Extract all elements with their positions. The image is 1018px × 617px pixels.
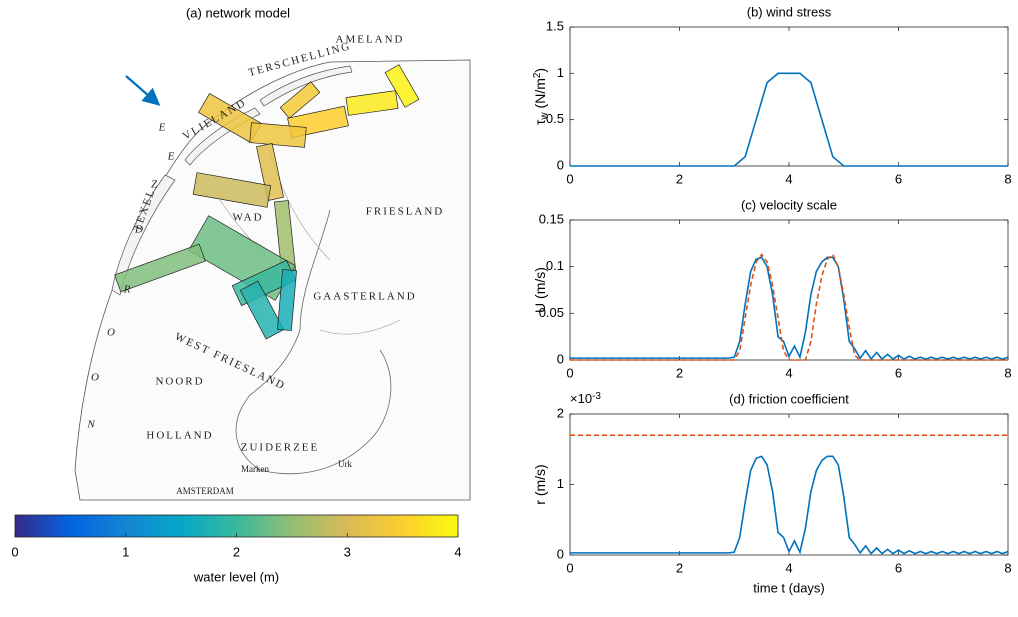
panel-title: (d) friction coefficient — [729, 391, 849, 406]
y-axis-label-part: w — [539, 112, 550, 121]
network-segment — [256, 143, 284, 201]
x-tick-label: 2 — [676, 560, 683, 575]
y-tick-label: 0.05 — [539, 305, 564, 320]
sea-letter: N — [86, 419, 96, 431]
x-tick-label: 8 — [1004, 560, 1011, 575]
y-axis-label-part: ) — [532, 68, 548, 73]
panel-title: (a) network model — [186, 5, 290, 20]
map-label: NOORD — [155, 376, 204, 388]
map-label: FRIESLAND — [366, 206, 445, 218]
colorbar-tick-label: 3 — [344, 544, 351, 559]
network-segment — [279, 81, 321, 119]
wind-arrow — [125, 75, 161, 106]
network-segment — [192, 172, 272, 208]
y-tick-label: 1.5 — [546, 18, 564, 33]
network-segment — [277, 269, 297, 331]
colorbar-label: water level (m) — [193, 569, 279, 584]
x-tick-label: 4 — [785, 365, 792, 380]
x-tick-label: 4 — [785, 171, 792, 186]
y-tick-label: 1 — [557, 65, 564, 80]
x-tick-label: 0 — [566, 560, 573, 575]
axis-exponent-part: ×10 — [570, 391, 592, 406]
x-tick-label: 6 — [895, 560, 902, 575]
panel-title: (c) velocity scale — [741, 197, 837, 212]
panel-title: (b) wind stress — [747, 4, 832, 19]
x-tick-label: 6 — [895, 365, 902, 380]
map-label: AMELAND — [336, 34, 405, 46]
network-segment — [249, 122, 307, 148]
sea-letter: Z — [151, 179, 159, 191]
x-tick-label: 8 — [1004, 365, 1011, 380]
sea-letter: E — [158, 122, 168, 134]
map-label: ZUIDERZEE — [241, 442, 319, 454]
line-series — [570, 256, 1009, 361]
sea-letter: R — [123, 284, 133, 296]
colorbar-tick-label: 1 — [122, 544, 129, 559]
axes-box — [569, 26, 1009, 167]
x-tick-label: 2 — [676, 171, 683, 186]
y-tick-label: 1 — [557, 476, 564, 491]
y-axis-label: τw (N/m2) — [532, 68, 550, 125]
x-tick-label: 8 — [1004, 171, 1011, 186]
y-axis-label-part: r (m/s) — [532, 464, 548, 504]
sea-letter: D — [134, 224, 145, 236]
y-tick-label: 2 — [557, 405, 564, 420]
sea-letter: O — [107, 327, 117, 339]
axes-box — [569, 219, 1009, 361]
map-label: Urk — [338, 459, 352, 469]
y-tick-label: 0.5 — [546, 111, 564, 126]
network-segment — [345, 90, 399, 116]
sea-letter: O — [91, 372, 101, 384]
colorbar-tick-label: 0 — [11, 544, 18, 559]
x-tick-label: 4 — [785, 560, 792, 575]
y-tick-label: 0.1 — [546, 258, 564, 273]
axes-box — [569, 413, 1009, 556]
coastline — [235, 209, 392, 475]
network-segment — [384, 64, 420, 108]
map-label: WAD — [232, 212, 263, 224]
y-axis-label-part: 2 — [532, 72, 543, 78]
y-tick-label: 0.15 — [539, 211, 564, 226]
y-axis-label-part: U (m/s) — [532, 267, 548, 313]
map-label: Marken — [241, 464, 269, 474]
y-axis-label: U (m/s) — [532, 267, 548, 313]
colorbar-tick-label: 2 — [233, 544, 240, 559]
x-tick-label: 0 — [566, 171, 573, 186]
network-segment — [239, 280, 285, 340]
x-tick-label: 2 — [676, 365, 683, 380]
axis-exponent-part: -3 — [592, 391, 601, 402]
x-tick-label: 0 — [566, 365, 573, 380]
y-axis-label-part: τ — [532, 119, 548, 125]
y-tick-label: 0 — [557, 157, 564, 172]
map-label: GAASTERLAND — [313, 291, 416, 303]
texel-island — [111, 174, 176, 296]
y-axis-label: r (m/s) — [532, 464, 548, 504]
terschelling-island — [259, 65, 353, 107]
y-tick-label: 0 — [557, 351, 564, 366]
y-axis-label-part: (N/m — [532, 78, 548, 112]
x-tick-label: 6 — [895, 171, 902, 186]
map-label: AMSTERDAM — [176, 486, 234, 496]
map-label: HOLLAND — [146, 430, 213, 442]
colorbar-tick-label: 4 — [454, 544, 461, 559]
line-series — [570, 253, 1008, 361]
line-series — [570, 72, 1008, 167]
line-series — [570, 455, 1009, 555]
y-tick-label: 0 — [557, 546, 564, 561]
sea-letter: E — [167, 151, 177, 163]
axis-exponent: ×10-3 — [570, 391, 601, 407]
x-axis-label: time t (days) — [753, 580, 825, 595]
network-segment — [114, 243, 206, 293]
